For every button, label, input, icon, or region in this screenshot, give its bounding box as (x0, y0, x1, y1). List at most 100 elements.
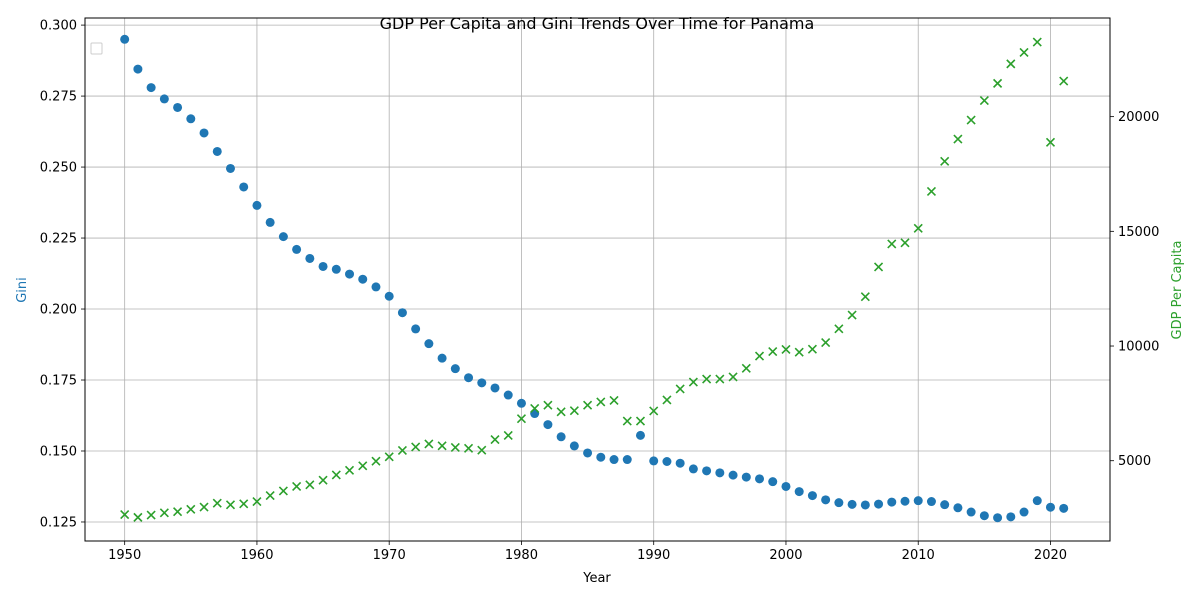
y-axis-label-left: Gini (15, 277, 30, 303)
gini-point (649, 456, 659, 466)
gdp-per-capita-point (305, 480, 315, 490)
gini-point (199, 128, 209, 138)
gdp-per-capita-point (754, 351, 765, 361)
gini-point (411, 324, 421, 334)
gdp-per-capita-point (1006, 59, 1016, 69)
y-right-tick-label: 15000 (1118, 225, 1159, 240)
gdp-per-capita-point (860, 292, 870, 302)
gdp-per-capita-point (186, 504, 196, 514)
x-tick-label: 1980 (505, 548, 538, 563)
gdp-per-capita-point (292, 481, 302, 491)
gini-point (225, 163, 235, 173)
y-left-tick-label: 0.175 (40, 374, 77, 389)
gdp-per-capita-point (344, 465, 355, 475)
gini-point (807, 491, 817, 501)
x-tick-label: 2010 (902, 548, 935, 563)
gini-point (993, 513, 1003, 523)
gdp-per-capita-point (569, 406, 579, 416)
gini-point (252, 200, 262, 210)
y-left-tick-label: 0.150 (40, 444, 77, 459)
gini-point (569, 441, 579, 451)
gdp-per-capita-point (596, 397, 606, 407)
gini-point (966, 507, 976, 517)
gini-point (371, 282, 381, 292)
x-tick-label: 1990 (637, 548, 670, 563)
gini-point (384, 291, 394, 301)
gini-point (675, 458, 685, 468)
gini-point (688, 464, 698, 474)
gini-point (358, 274, 368, 284)
gdp-per-capita-point (913, 223, 923, 233)
x-tick-label: 1970 (373, 548, 406, 563)
gdp-per-capita-series (120, 37, 1069, 522)
gdp-per-capita-point (318, 475, 328, 485)
gini-point (212, 146, 222, 156)
gini-point (1019, 507, 1029, 517)
gini-point (834, 498, 844, 508)
gdp-per-capita-point (768, 346, 778, 357)
gdp-per-capita-point (609, 395, 619, 405)
gini-point (979, 511, 989, 521)
gini-point (464, 373, 474, 383)
gini-point (874, 499, 884, 509)
gini-point (490, 383, 500, 393)
gdp-per-capita-point (649, 406, 659, 416)
axes: 1950 1960 1970 1980 1990 2000 2010 2020 0.125 0.1… (40, 19, 1160, 563)
gini-point (821, 495, 831, 505)
gini-point (159, 94, 169, 104)
gdp-per-capita-point (265, 491, 275, 501)
gdp-per-capita-point (702, 374, 712, 384)
gdp-per-capita-point (133, 512, 143, 522)
y-left-tick-label: 0.200 (40, 303, 77, 318)
gini-point (913, 496, 923, 506)
gdp-per-capita-point (847, 310, 857, 320)
gdp-per-capita-point (1032, 37, 1042, 47)
gini-point (305, 253, 315, 263)
gdp-per-capita-point (993, 78, 1003, 88)
gdp-per-capita-point (887, 239, 897, 249)
gdp-per-capita-point (199, 502, 209, 512)
gdp-per-capita-point (834, 324, 844, 334)
y-left-tick-label: 0.225 (40, 232, 77, 247)
gini-point (860, 500, 870, 510)
y-right-tick-label: 5000 (1118, 454, 1151, 469)
gdp-per-capita-point (688, 377, 698, 387)
gini-point (239, 182, 249, 192)
gdp-per-capita-point (556, 407, 566, 417)
gini-point (622, 455, 632, 465)
gini-point (847, 499, 857, 509)
gdp-per-capita-point (662, 395, 672, 405)
y-left-tick-label: 0.300 (40, 19, 77, 34)
gini-point (397, 308, 407, 318)
gini-point (186, 114, 196, 124)
gini-point (530, 409, 540, 419)
gdp-per-capita-point (979, 96, 989, 106)
gini-point (543, 420, 553, 430)
gdp-per-capita-point (900, 238, 910, 248)
gdp-per-capita-point (278, 486, 288, 496)
gini-point (596, 452, 606, 462)
gini-point (741, 472, 751, 482)
gini-point (887, 497, 897, 507)
gdp-per-capita-point (397, 445, 407, 455)
y-right-tick-label: 20000 (1118, 110, 1159, 125)
gini-point (424, 339, 434, 349)
gdp-per-capita-point (120, 510, 130, 520)
gdp-per-capita-point (530, 403, 540, 413)
gini-point (318, 261, 328, 271)
gdp-per-capita-point (358, 461, 368, 471)
y-right-tick-label: 10000 (1118, 340, 1159, 355)
gini-point (926, 497, 936, 507)
y-axis-label-right: GDP Per Capita (1170, 241, 1185, 340)
gdp-per-capita-point (794, 347, 804, 357)
x-axis-label: Year (582, 571, 611, 586)
gini-point (516, 398, 526, 408)
gini-point (120, 34, 130, 44)
gdp-per-capita-point (675, 384, 685, 394)
gini-point (556, 432, 566, 442)
gdp-per-capita-point (1059, 76, 1069, 86)
gdp-per-capita-point (583, 400, 593, 410)
gdp-per-capita-point (146, 510, 156, 520)
